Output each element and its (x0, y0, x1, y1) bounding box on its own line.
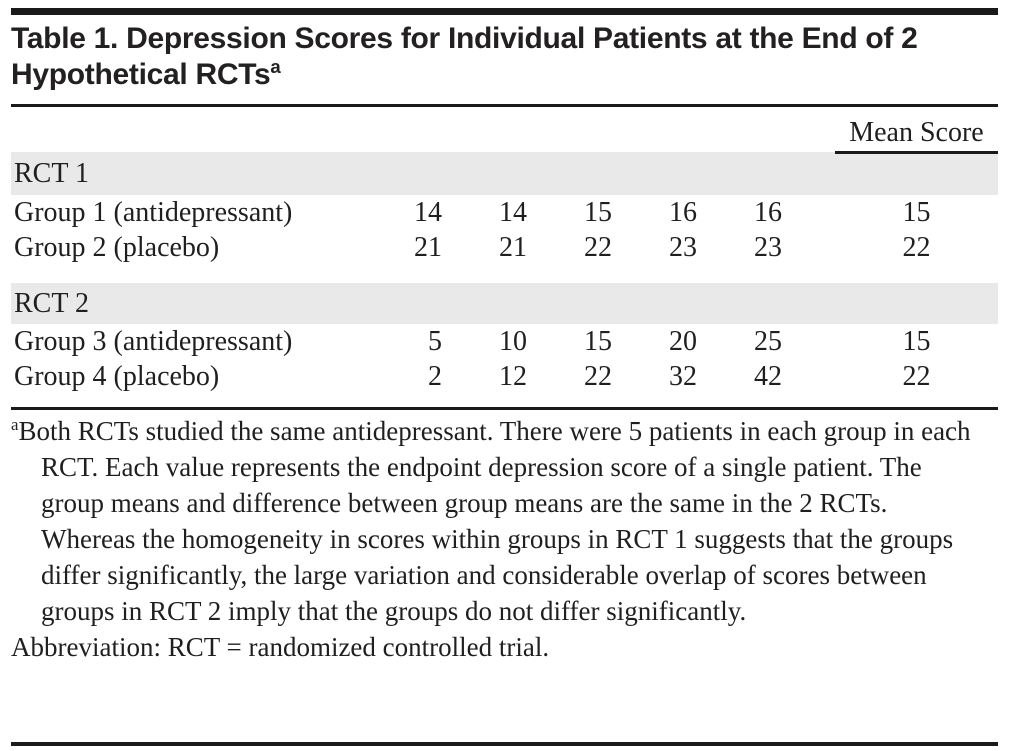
section-spacer (11, 265, 998, 283)
score-cell: 14 (414, 196, 442, 228)
top-rule (11, 8, 998, 15)
empty-header-cell (782, 107, 835, 152)
mean-score-cell: 15 (902, 196, 931, 228)
mean-score-cell: 22 (902, 360, 931, 392)
score-cell: 32 (669, 360, 697, 392)
row-label-group4: Group 4 (placebo) (14, 360, 220, 392)
section-label-rct1: RCT 1 (14, 158, 89, 190)
mean-score-cell: 22 (902, 231, 931, 263)
gap-cell (782, 324, 835, 359)
table-title-text: Table 1. Depression Scores for Individua… (11, 22, 918, 91)
score-cell: 5 (428, 325, 442, 357)
score-cell: 12 (499, 360, 527, 392)
score-cell: 15 (584, 196, 612, 228)
score-cell: 16 (754, 196, 782, 228)
row-label-group1: Group 1 (antidepressant) (14, 196, 293, 228)
row-label-group3: Group 3 (antidepressant) (14, 325, 293, 357)
score-cell: 22 (584, 231, 612, 263)
score-cell: 42 (754, 360, 782, 392)
gap-cell (782, 230, 835, 265)
score-cell: 22 (584, 360, 612, 392)
section-row-rct2: RCT 2 (11, 283, 998, 324)
table-bottom-rule (11, 407, 998, 410)
footnote-text: Both RCTs studied the same antidepressan… (18, 416, 971, 626)
depression-scores-table: Mean Score RCT 1 Group 1 (antidepressant… (11, 107, 998, 394)
score-cell: 16 (669, 196, 697, 228)
title-divider-rule (11, 104, 998, 107)
empty-header-cell (357, 107, 782, 152)
score-cell: 21 (414, 231, 442, 263)
score-cell: 21 (499, 231, 527, 263)
section-label-rct2: RCT 2 (14, 287, 89, 319)
table-title: Table 1. Depression Scores for Individua… (11, 21, 989, 93)
score-cell: 23 (669, 231, 697, 263)
footnote-a: aBoth RCTs studied the same antidepressa… (11, 413, 984, 629)
score-cell: 10 (499, 325, 527, 357)
score-cell: 14 (499, 196, 527, 228)
section-row-rct1: RCT 1 (11, 152, 998, 195)
abbreviation-note: Abbreviation: RCT = randomized controlle… (11, 632, 550, 662)
table-row-group3: Group 3 (antidepressant) 5 10 15 20 25 1… (11, 324, 998, 359)
table-row-group1: Group 1 (antidepressant) 14 14 15 16 16 … (11, 195, 998, 230)
empty-header-cell (11, 107, 357, 152)
table-row-group4: Group 4 (placebo) 2 12 22 32 42 22 (11, 359, 998, 394)
footnote-marker: a (11, 415, 19, 434)
score-cell: 25 (754, 325, 782, 357)
gap-cell (782, 359, 835, 394)
table-header-row: Mean Score (11, 107, 998, 154)
row-label-group2: Group 2 (placebo) (14, 231, 220, 263)
table-row-group2: Group 2 (placebo) 21 21 22 23 23 22 (11, 230, 998, 265)
mean-score-column-header: Mean Score (835, 107, 998, 154)
gap-cell (782, 195, 835, 230)
score-cell: 23 (754, 231, 782, 263)
mean-score-cell: 15 (902, 325, 931, 357)
score-cell: 2 (428, 360, 442, 392)
table-footnotes: aBoth RCTs studied the same antidepressa… (11, 413, 984, 665)
score-cell: 15 (584, 325, 612, 357)
score-cell: 20 (669, 325, 697, 357)
table-title-footnote-marker: a (270, 56, 281, 77)
figure-bottom-rule (11, 742, 998, 746)
